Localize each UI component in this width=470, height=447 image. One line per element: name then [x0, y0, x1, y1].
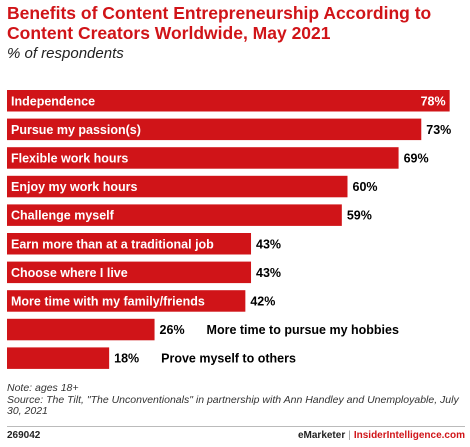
category-label-challenge-myself: Challenge myself: [11, 209, 115, 223]
footer-separator: |: [348, 430, 351, 441]
note-text: Note: ages 18+: [7, 382, 79, 394]
bar-enjoy-my-work-hours: [7, 175, 348, 198]
category-label-more-time-with-my-family-friends: More time with my family/friends: [11, 294, 205, 308]
chart-id: 269042: [7, 430, 41, 441]
category-label-prove-myself-to-others: Prove myself to others: [161, 352, 296, 366]
bar-chart: Independence 78% Pursue my passion(s) 73% Fl…: [7, 90, 451, 369]
value-label-pursue-my-passion-s: 73%: [426, 123, 451, 137]
site-link[interactable]: InsiderIntelligence.com: [353, 430, 465, 441]
category-label-independence: Independence: [11, 94, 95, 108]
category-label-pursue-my-passion-s: Pursue my passion(s): [11, 123, 141, 137]
footer-brand: eMarketer | InsiderIntelligence.com: [298, 430, 465, 441]
value-label-choose-where-i-live: 43%: [256, 266, 281, 280]
source-text: Source: The Tilt, "The Unconventionals" …: [7, 393, 459, 417]
chart-title: Benefits of Content Entrepreneurship Acc…: [7, 3, 432, 43]
category-label-enjoy-my-work-hours: Enjoy my work hours: [11, 180, 137, 194]
chart-subtitle: % of respondents: [7, 45, 124, 62]
value-label-enjoy-my-work-hours: 60%: [353, 180, 378, 194]
chart-notes: Note: ages 18+ Source: The Tilt, "The Un…: [7, 382, 465, 418]
category-label-flexible-work-hours: Flexible work hours: [11, 151, 128, 165]
bar-earn-more-than-at-a-traditional-job: [7, 233, 252, 255]
value-label-prove-myself-to-others: 18%: [114, 352, 139, 366]
bar-choose-where-i-live: [7, 261, 252, 284]
value-label-flexible-work-hours: 69%: [404, 151, 429, 165]
bar-pursue-my-passion-s: [7, 118, 422, 141]
footer: 269042 eMarketer | InsiderIntelligence.com: [7, 430, 465, 441]
value-label-more-time-with-my-family-friends: 42%: [250, 294, 275, 308]
bar-challenge-myself: [7, 204, 342, 226]
category-label-choose-where-i-live: Choose where I live: [11, 266, 128, 280]
category-label-more-time-to-pursue-my-hobbies: More time to pursue my hobbies: [207, 323, 399, 337]
bar-prove-myself-to-others: [7, 347, 110, 369]
value-label-independence: 78%: [421, 94, 446, 108]
value-label-earn-more-than-at-a-traditional-job: 43%: [256, 237, 281, 251]
bar-more-time-with-my-family-friends: [7, 290, 246, 312]
bar-flexible-work-hours: [7, 147, 399, 169]
brand-name: eMarketer: [297, 430, 346, 441]
category-label-earn-more-than-at-a-traditional-job: Earn more than at a traditional job: [11, 237, 214, 251]
bar-more-time-to-pursue-my-hobbies: [7, 318, 155, 341]
footer-divider: [7, 426, 465, 427]
bar-independence: [7, 90, 450, 112]
value-label-challenge-myself: 59%: [347, 209, 372, 223]
value-label-more-time-to-pursue-my-hobbies: 26%: [160, 323, 185, 337]
